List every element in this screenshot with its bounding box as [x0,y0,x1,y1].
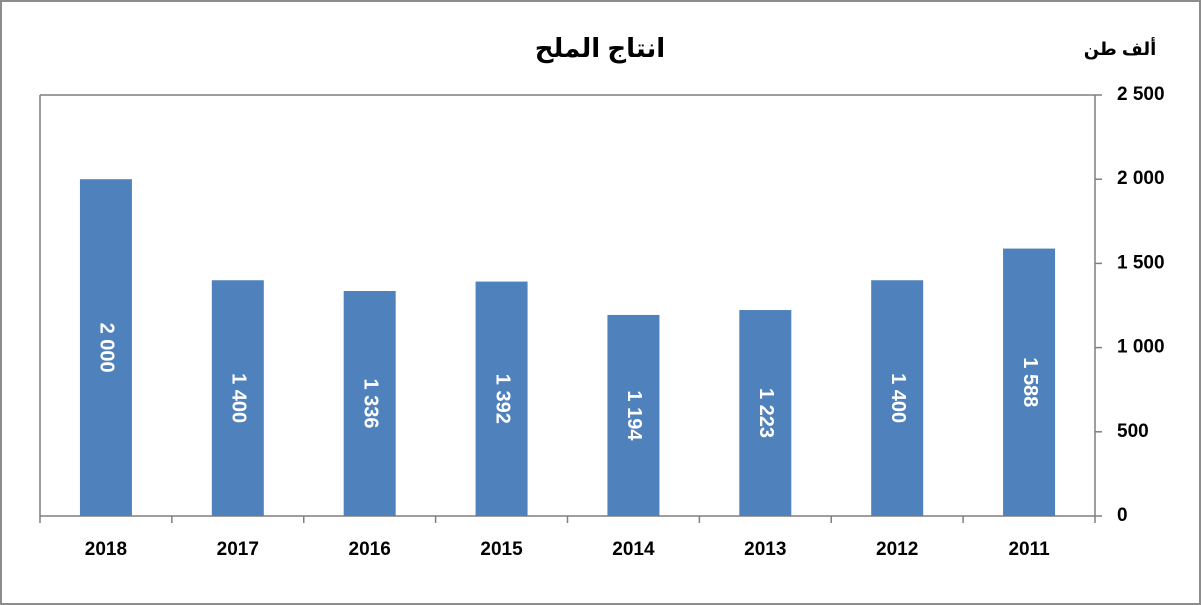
bar [475,281,528,516]
x-tick-label: 2013 [744,539,786,560]
value-label: 1 588 [1019,357,1041,407]
value-label: 1 392 [491,374,513,424]
x-tick-label: 2018 [85,539,127,560]
bar [607,314,660,516]
value-label: 1 223 [755,388,777,438]
x-tick-label: 2011 [1008,539,1050,560]
value-label: 1 336 [359,378,381,428]
bar [79,179,132,516]
bar [211,280,264,516]
y-tick-label: 2 000 [1117,168,1165,189]
value-label: 2 000 [96,323,118,373]
x-tick-label: 2017 [217,539,259,560]
y-tick-label: 500 [1117,421,1149,442]
x-tick-label: 2016 [349,539,391,560]
value-label: 1 400 [887,373,909,423]
value-label: 1 194 [623,390,645,441]
bar [343,291,396,516]
bar [871,280,924,516]
value-label: 1 400 [228,373,250,423]
bar [739,310,792,516]
y-tick-label: 2 500 [1117,84,1165,105]
x-tick-label: 2015 [480,539,523,560]
x-tick-label: 2012 [876,539,918,560]
y-tick-label: 1 500 [1117,252,1165,273]
y-tick-label: 1 000 [1117,337,1165,358]
y-tick-label: 0 [1117,505,1128,526]
chart-title: انتاج الملح [535,33,665,64]
y-axis-label: ألف طن [1084,37,1157,60]
x-tick-label: 2014 [612,539,655,560]
bar [1003,248,1056,516]
